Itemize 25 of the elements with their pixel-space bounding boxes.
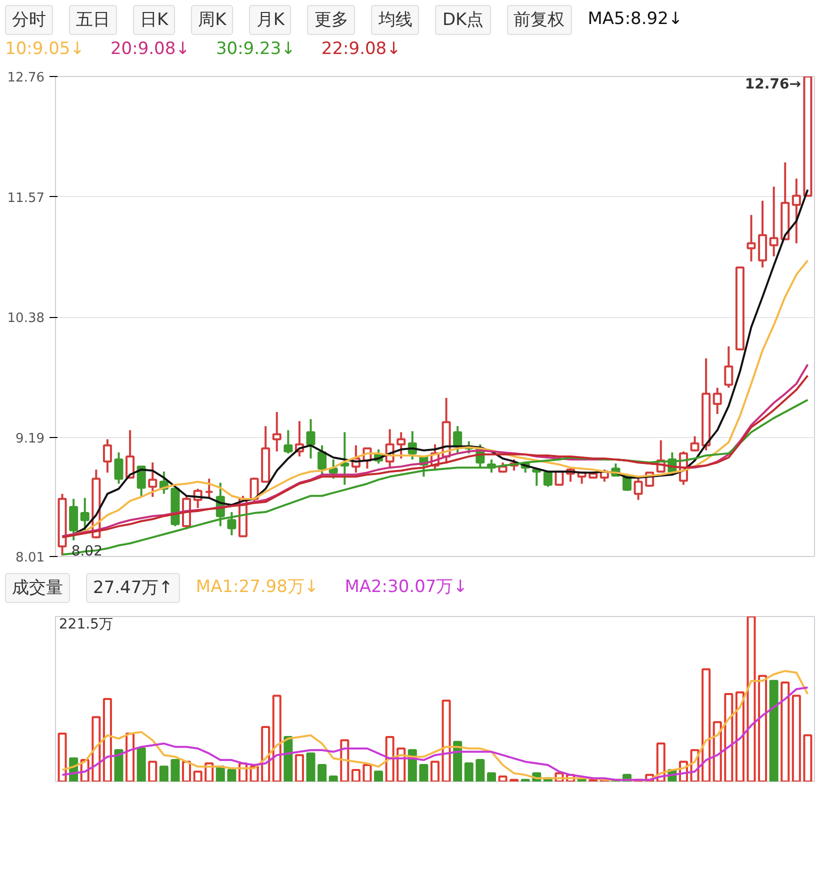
text: 22:9.08↓ xyxy=(321,38,401,61)
annotation: 12.76→ xyxy=(744,76,802,92)
text: 月K xyxy=(249,5,292,35)
text: 五日 xyxy=(69,5,117,35)
text: MA5:8.92↓ xyxy=(588,8,683,31)
y-tick-label: 9.19 xyxy=(16,431,45,446)
text: 20:9.08↓ xyxy=(110,38,190,61)
text: 分时 xyxy=(5,5,53,35)
text: 周K xyxy=(191,5,234,35)
text: 均线 xyxy=(371,5,420,35)
text: DK点 xyxy=(435,5,491,35)
text: MA2:30.07万↓ xyxy=(344,576,468,599)
annotation: 221.5万 xyxy=(58,616,113,632)
text: 成交量 xyxy=(5,573,70,603)
text: 10:9.05↓ xyxy=(5,38,84,61)
text: MA1:27.98万↓ xyxy=(196,576,319,599)
y-tick-label: 10.38 xyxy=(7,311,44,326)
text: 前复权 xyxy=(506,5,572,35)
y-tick-label: 12.76 xyxy=(7,70,44,86)
text: 27.47万↑ xyxy=(86,573,180,603)
text: 更多 xyxy=(307,5,356,35)
text: 30:9.23↓ xyxy=(216,38,296,61)
y-tick-label: 8.01 xyxy=(16,550,45,566)
y-tick-label: 11.57 xyxy=(7,190,44,206)
text: 日K xyxy=(133,5,176,35)
